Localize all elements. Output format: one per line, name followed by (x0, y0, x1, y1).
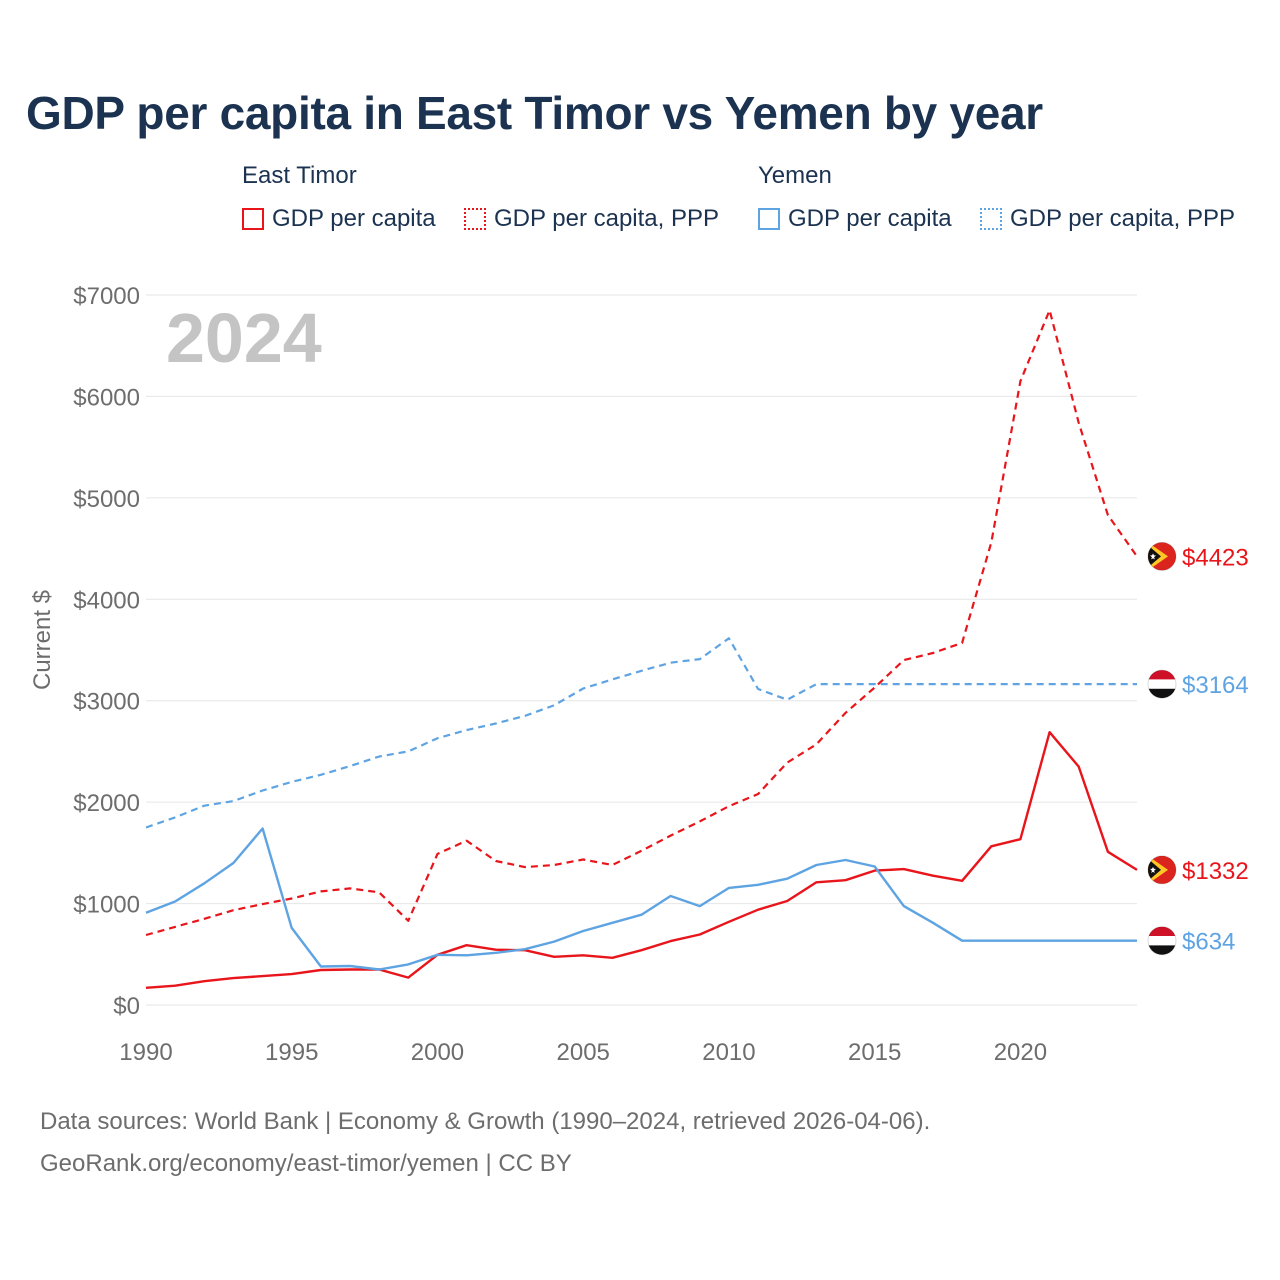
y-tick-label: $0 (113, 993, 140, 1020)
flag-ring (1147, 541, 1177, 571)
flag-star (1150, 866, 1156, 873)
flag-ring (1147, 926, 1177, 956)
x-tick-label: 2010 (702, 1039, 755, 1066)
legend-swatch-dotted-red (464, 208, 486, 230)
chart-title: GDP per capita in East Timor vs Yemen by… (26, 87, 1043, 139)
flag-icon-yemen (1147, 669, 1177, 699)
x-tick-label: 2020 (994, 1039, 1047, 1066)
y-tick-label: $6000 (73, 384, 140, 411)
flag-icon-east-timor (1147, 541, 1177, 571)
legend-item-yemen-gdp-ppp[interactable]: GDP per capita, PPP (980, 204, 1235, 234)
x-tick-label: 1990 (119, 1039, 172, 1066)
flag-ring (1147, 669, 1177, 699)
footer-sources: Data sources: World Bank | Economy & Gro… (40, 1108, 931, 1135)
legend-label: GDP per capita (788, 205, 952, 232)
y-tick-label: $3000 (73, 689, 140, 716)
flag-stripe-black (1148, 945, 1176, 955)
flag-stripe-red (1148, 926, 1176, 937)
flag-clip-group (1148, 926, 1176, 955)
flag-stripe-red (1148, 670, 1176, 680)
y-tick-label: $2000 (73, 790, 140, 817)
year-watermark: 2024 (166, 299, 322, 377)
series-line-yemen[interactable] (145, 827, 1137, 971)
grid-layer (146, 294, 1137, 1006)
flag-star (1150, 553, 1156, 560)
legend-swatch-dotted-blue (980, 208, 1002, 230)
legend-item-yemen-gdp[interactable]: GDP per capita (758, 204, 952, 234)
series-line-east-timor[interactable] (145, 731, 1138, 989)
flag-clip-group (1148, 855, 1176, 884)
end-value-label: $1332 (1182, 858, 1249, 885)
y-axis-title: Current $ (29, 590, 56, 690)
flag-ring (1147, 855, 1177, 885)
legend-swatch-solid-red (242, 208, 264, 230)
end-value-label: $634 (1182, 929, 1235, 956)
y-tick-label: $1000 (73, 892, 140, 919)
series-line-east-timor-ppp[interactable] (145, 309, 1138, 937)
series-layer (145, 309, 1138, 989)
legend-item-east-timor-gdp-ppp[interactable]: GDP per capita, PPP (464, 204, 719, 234)
x-tick-label: 1995 (265, 1039, 318, 1066)
legend-group-east-timor: East Timor (242, 162, 357, 189)
flag-icon-yemen (1147, 926, 1177, 956)
legend-item-east-timor-gdp[interactable]: GDP per capita (242, 204, 436, 234)
y-tick-label: $5000 (73, 486, 140, 513)
legend-label: GDP per capita, PPP (1010, 205, 1235, 232)
legend-swatch-solid-blue (758, 208, 780, 230)
footer-credit[interactable]: GeoRank.org/economy/east-timor/yemen | C… (40, 1150, 572, 1177)
end-value-label: $4423 (1182, 544, 1249, 571)
legend-label: GDP per capita (272, 205, 436, 232)
y-tick-label: $4000 (73, 587, 140, 614)
y-tick-label: $7000 (73, 283, 140, 310)
legend-label: GDP per capita, PPP (494, 205, 719, 232)
marker-layer: $1332 $4423 $634 $3164 (1147, 541, 1249, 956)
flag-stripe-black (1148, 688, 1176, 699)
x-tick-label: 2005 (557, 1039, 610, 1066)
flag-clip-group (1148, 670, 1176, 699)
axis-layer: $0 $1000 $2000 $3000 $4000 $5000 $6000 $7000 199… (73, 283, 1047, 1066)
x-tick-label: 2000 (411, 1039, 464, 1066)
flag-stripe-white (1148, 679, 1176, 689)
x-tick-label: 2015 (848, 1039, 901, 1066)
series-line-yemen-ppp[interactable] (145, 637, 1137, 829)
flag-stripe-white (1148, 935, 1176, 946)
legend-group-yemen: Yemen (758, 162, 832, 189)
end-value-label: $3164 (1182, 672, 1249, 699)
flag-clip-group (1148, 542, 1176, 571)
flag-icon-east-timor (1147, 855, 1177, 885)
